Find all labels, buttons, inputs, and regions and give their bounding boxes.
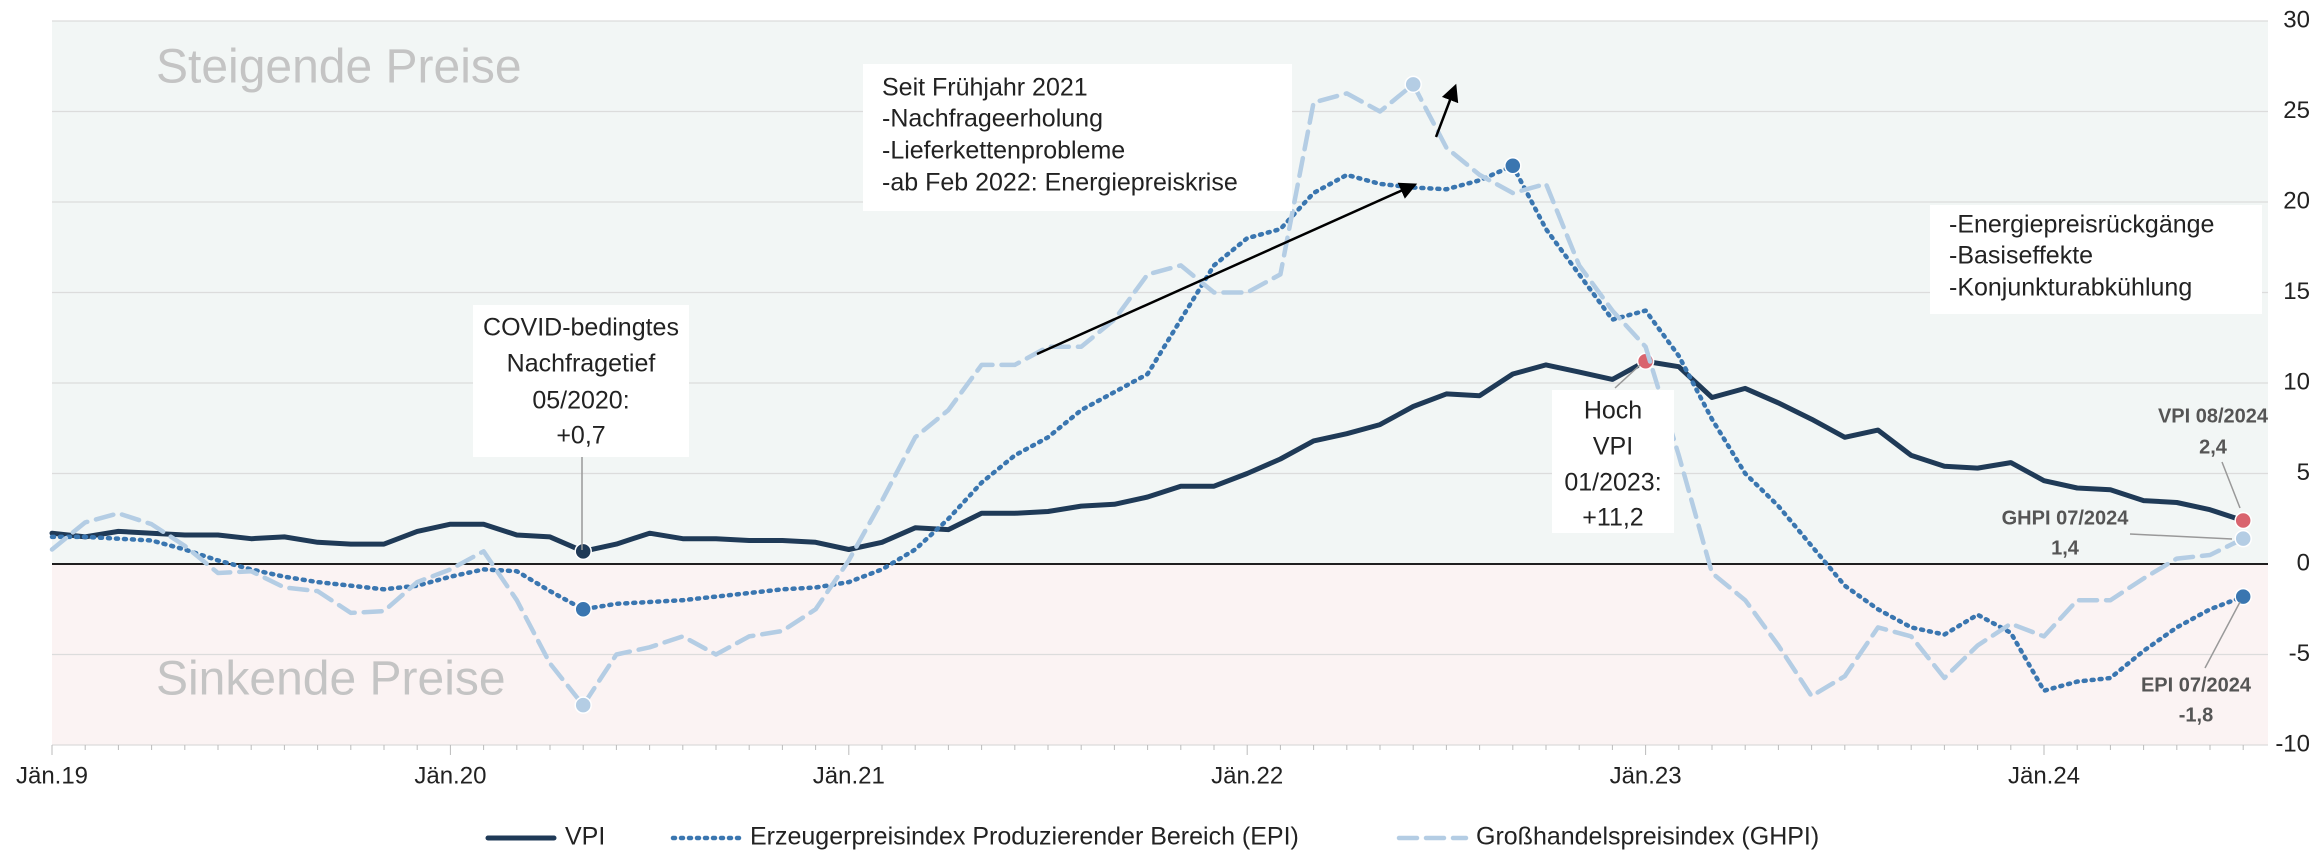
leader-line	[2221, 461, 2241, 509]
ghpi_last-text: 1,4	[2051, 537, 2080, 559]
covid-text: 05/2020:	[532, 387, 629, 415]
peak-text: +11,2	[1582, 504, 1643, 532]
epi_last-text: EPI 07/2024	[2141, 674, 2252, 696]
series-line	[49, 358, 2246, 554]
vpi_last-text: VPI 08/2024	[2158, 405, 2269, 427]
peak-text: Hoch	[1584, 397, 1642, 425]
y-tick-label: 15	[2283, 278, 2310, 305]
series-line	[49, 163, 2246, 693]
y-tick-label: -5	[2289, 640, 2310, 667]
arrow	[1434, 83, 1459, 138]
x-tick-label: Jän.19	[16, 762, 88, 789]
drivers-text: -Lieferkettenprobleme	[882, 137, 1125, 165]
annotation-box	[1930, 205, 2262, 314]
leader-line	[2204, 601, 2241, 669]
vpi_last-text: 2,4	[2199, 436, 2228, 458]
x-tick-label: Jän.21	[813, 762, 885, 789]
legend: VPI Erzeugerpreisindex Produzierender Ber…	[485, 823, 1819, 850]
y-tick-label: -10	[2275, 730, 2310, 757]
marker	[2234, 511, 2252, 530]
series-line	[49, 82, 2246, 708]
peak-text: VPI	[1593, 433, 1633, 461]
x-tick-label: Jän.20	[414, 762, 486, 789]
leader-line	[2129, 533, 2233, 540]
arrow	[1036, 182, 1418, 356]
legend-label: Erzeugerpreisindex Produzierender Bereic…	[750, 823, 1299, 850]
decline-text: -Energiepreisrückgänge	[1949, 211, 2214, 239]
y-tick-label: 0	[2297, 549, 2310, 576]
x-tick-label: Jän.22	[1211, 762, 1283, 789]
marker	[1404, 75, 1422, 94]
falling-label: Sinkende Preise	[156, 653, 506, 706]
y-tick-label: 20	[2283, 187, 2310, 214]
x-tick-label: Jän.24	[2008, 762, 2080, 789]
covid-text: Nachfragetief	[507, 350, 656, 378]
annotation-box	[473, 305, 689, 457]
peak-text: 01/2023:	[1564, 469, 1661, 497]
y-tick-label: 10	[2283, 368, 2310, 395]
decline-text: -Basiseffekte	[1949, 242, 2093, 270]
marker	[574, 542, 592, 561]
drivers-text: -ab Feb 2022: Energiepreiskrise	[882, 169, 1238, 197]
drivers-text: Seit Frühjahr 2021	[882, 74, 1088, 102]
ghpi_last-text: GHPI 07/2024	[2002, 507, 2130, 529]
annotations: Steigende Preise Sinkende Preise COVID-b…	[156, 41, 2269, 727]
epi_last-text: -1,8	[2179, 704, 2213, 726]
covid-text: COVID-bedingtes	[483, 314, 679, 342]
marker	[574, 696, 592, 714]
marker	[574, 600, 592, 618]
annotation-box	[1552, 390, 1674, 533]
y-tick-label: 30	[2283, 6, 2310, 33]
marker	[2234, 529, 2252, 548]
x-tick-label: Jän.23	[1610, 762, 1682, 789]
legend-label: VPI	[565, 823, 605, 850]
y-tick-label: 5	[2297, 459, 2310, 486]
drivers-text: -Nachfrageerholung	[882, 105, 1103, 133]
decline-text: -Konjunkturabkühlung	[1949, 274, 2192, 302]
marker	[1504, 157, 1522, 175]
leader-line	[1614, 364, 1641, 389]
legend-label: Großhandelspreisindex (GHPI)	[1476, 823, 1819, 850]
y-tick-label: 25	[2283, 97, 2310, 124]
series	[49, 75, 2252, 714]
covid-text: +0,7	[556, 422, 605, 450]
annotation-box	[863, 64, 1292, 211]
rising-label: Steigende Preise	[156, 41, 522, 94]
marker	[2234, 587, 2252, 606]
